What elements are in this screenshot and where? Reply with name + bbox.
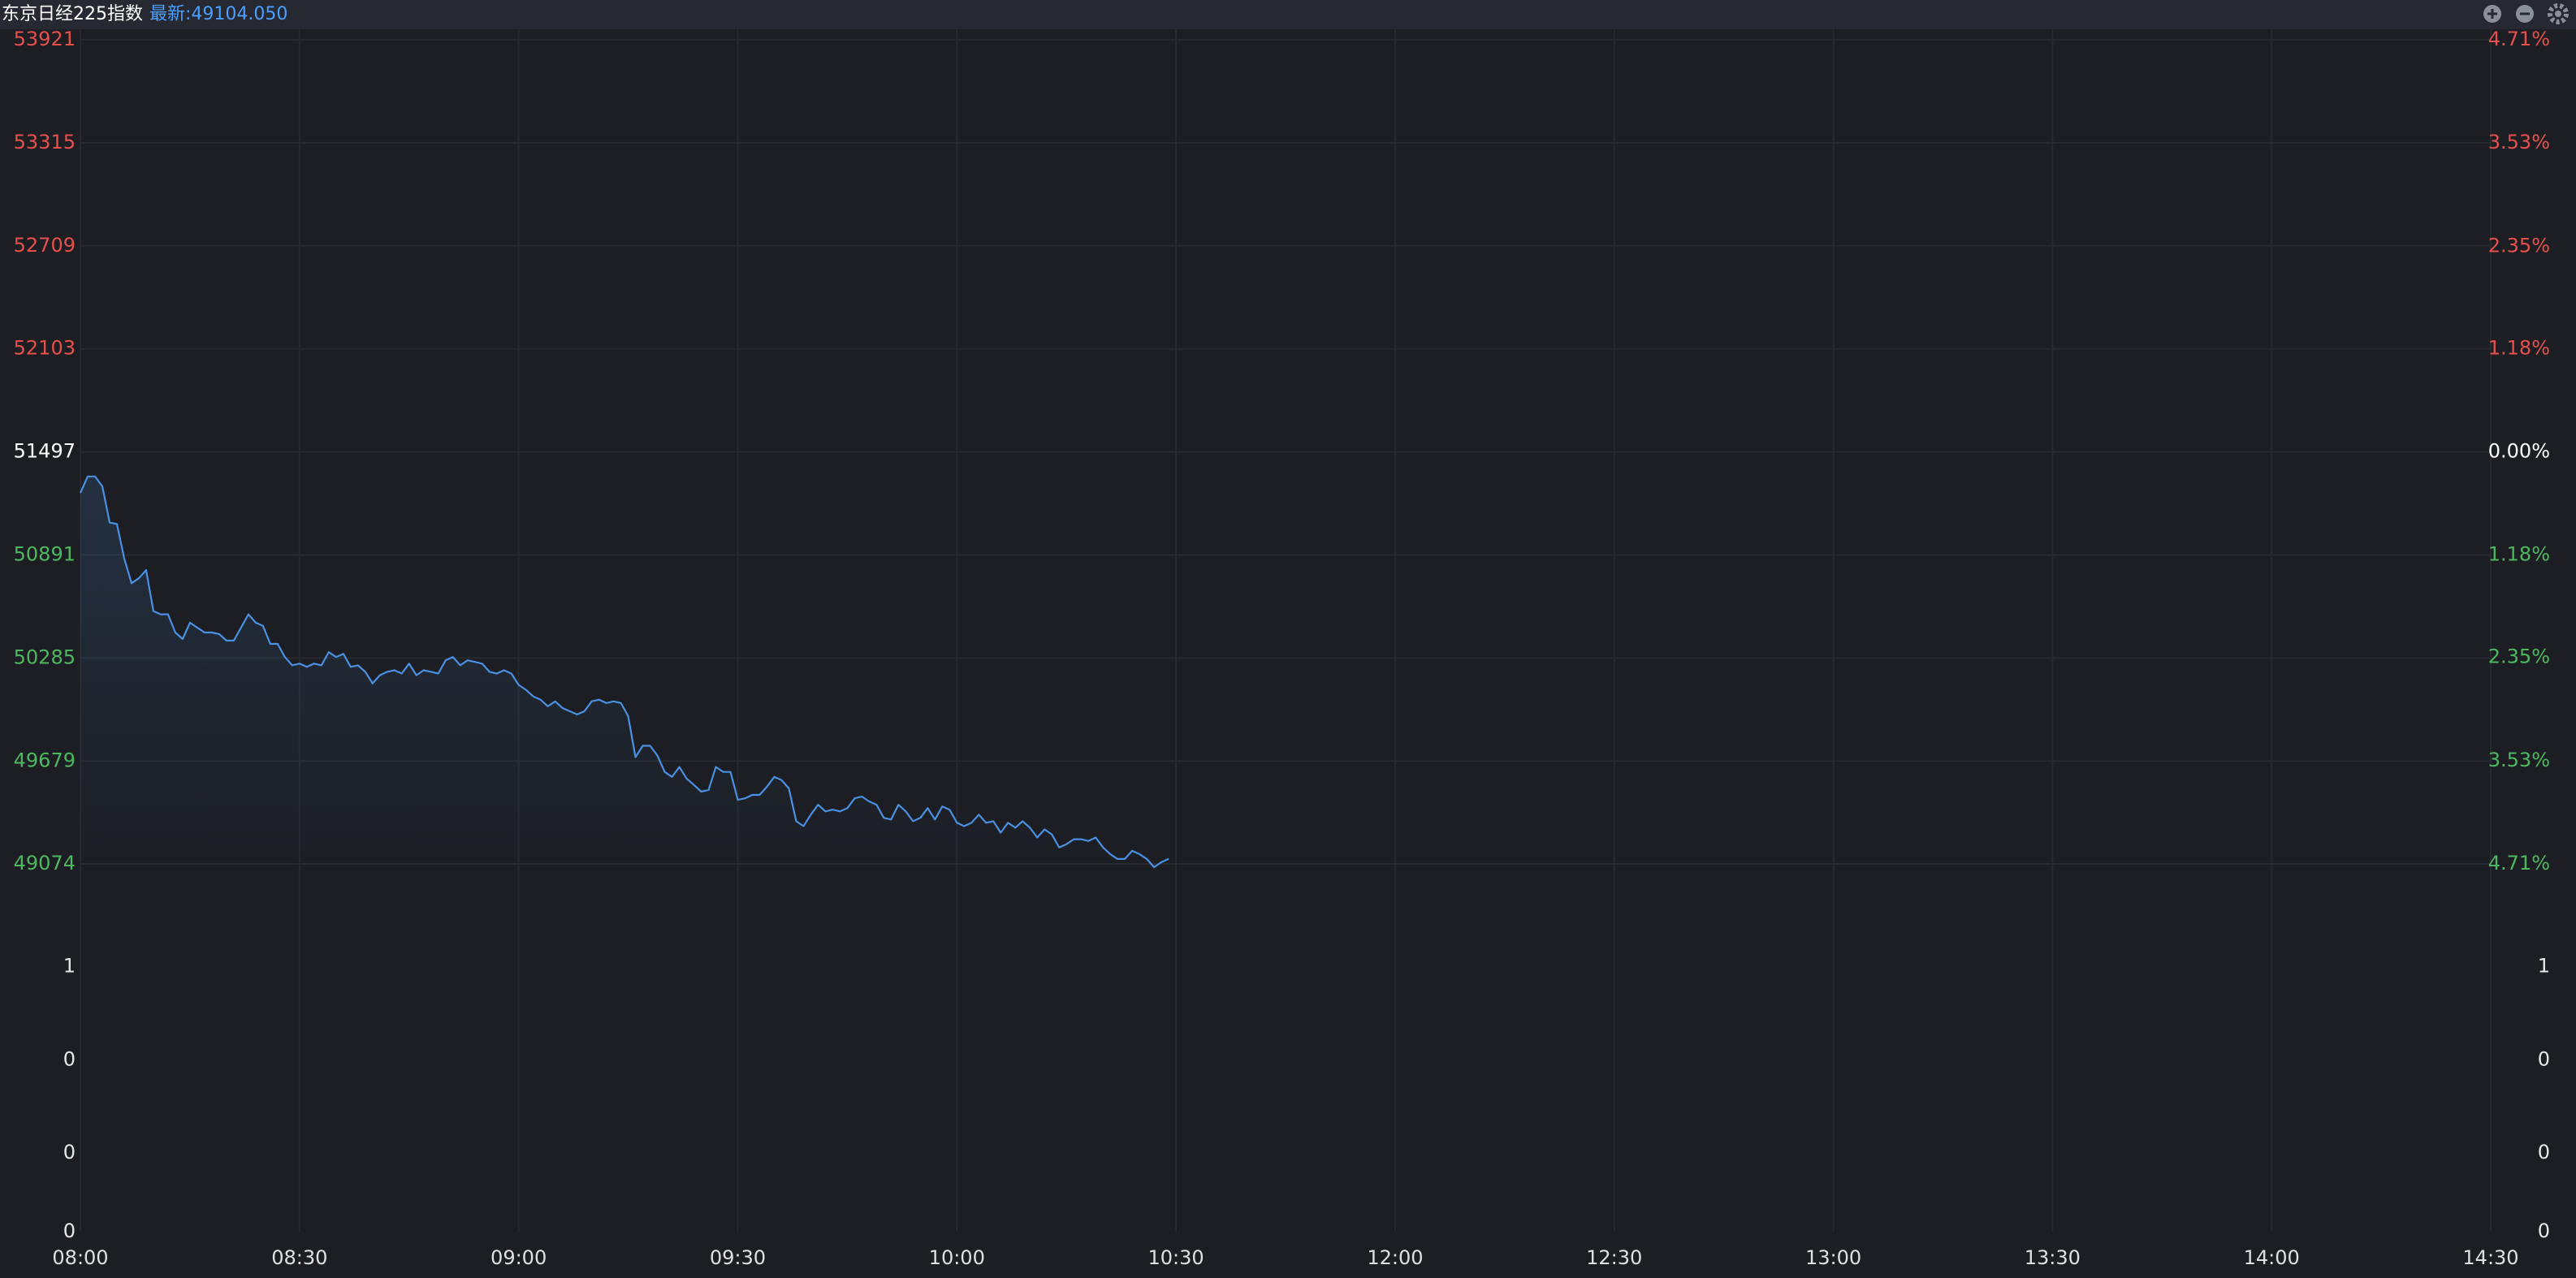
y-tick-label: 52709 bbox=[14, 234, 76, 257]
y-tick-label: 53921 bbox=[14, 28, 76, 50]
x-tick-label: 14:30 bbox=[2462, 1246, 2518, 1269]
x-tick-label: 13:30 bbox=[2025, 1246, 2081, 1269]
settings-button[interactable] bbox=[2548, 3, 2569, 24]
y-tick-label: 1 bbox=[63, 955, 76, 978]
y-tick-label: 51497 bbox=[14, 440, 76, 463]
y2-tick-label: 1.18% bbox=[2488, 336, 2550, 359]
x-tick-label: 10:00 bbox=[929, 1246, 985, 1269]
zoom-out-button[interactable] bbox=[2516, 5, 2534, 23]
zoom-in-button[interactable] bbox=[2483, 5, 2501, 23]
y-tick-label: 0 bbox=[63, 1220, 76, 1242]
y2-tick-label: 0 bbox=[2538, 1220, 2550, 1242]
chart-subtitle: 最新:49104.050 bbox=[149, 4, 287, 24]
y2-tick-label: 3.53% bbox=[2488, 131, 2550, 153]
y-tick-label: 0 bbox=[63, 1047, 76, 1070]
settings-hub bbox=[2555, 11, 2561, 17]
y2-tick-label: 1.18% bbox=[2488, 543, 2550, 566]
y2-tick-label: 2.35% bbox=[2488, 645, 2550, 668]
x-tick-label: 12:30 bbox=[1586, 1246, 1642, 1269]
y2-tick-label: 1 bbox=[2538, 955, 2550, 978]
x-tick-label: 08:00 bbox=[52, 1246, 108, 1269]
header-bar bbox=[0, 0, 2576, 29]
y-tick-label: 53315 bbox=[14, 131, 76, 153]
x-tick-label: 09:00 bbox=[491, 1246, 547, 1269]
y2-tick-label: 3.53% bbox=[2488, 749, 2550, 771]
x-tick-label: 08:30 bbox=[271, 1246, 327, 1269]
y2-tick-label: 0 bbox=[2538, 1141, 2550, 1164]
y2-tick-label: 4.71% bbox=[2488, 28, 2550, 50]
line bbox=[79, 475, 1169, 869]
x-tick-label: 14:00 bbox=[2244, 1246, 2300, 1269]
y-tick-label: 50891 bbox=[14, 543, 76, 566]
x-tick-label: 13:00 bbox=[1805, 1246, 1861, 1269]
x-tick-label: 12:00 bbox=[1367, 1246, 1423, 1269]
y-tick-label: 49679 bbox=[14, 749, 76, 771]
area bbox=[80, 476, 1169, 867]
x-tick-label: 10:30 bbox=[1148, 1246, 1204, 1269]
y-tick-label: 0 bbox=[63, 1141, 76, 1164]
y2-tick-label: 4.71% bbox=[2488, 852, 2550, 874]
settings-gear[interactable] bbox=[2548, 3, 2569, 24]
y-tick-label: 49074 bbox=[14, 852, 76, 874]
y-tick-label: 50285 bbox=[14, 645, 76, 668]
x-tick-label: 09:30 bbox=[710, 1246, 766, 1269]
zoom-in-glyph bbox=[2487, 9, 2497, 19]
y2-tick-label: 0 bbox=[2538, 1047, 2550, 1070]
chart-title: 东京日经225指数 bbox=[2, 4, 143, 24]
y-tick-label: 52103 bbox=[14, 337, 76, 360]
y2-tick-label: 2.35% bbox=[2488, 234, 2550, 257]
y2-tick-label: 0.00% bbox=[2488, 440, 2550, 463]
